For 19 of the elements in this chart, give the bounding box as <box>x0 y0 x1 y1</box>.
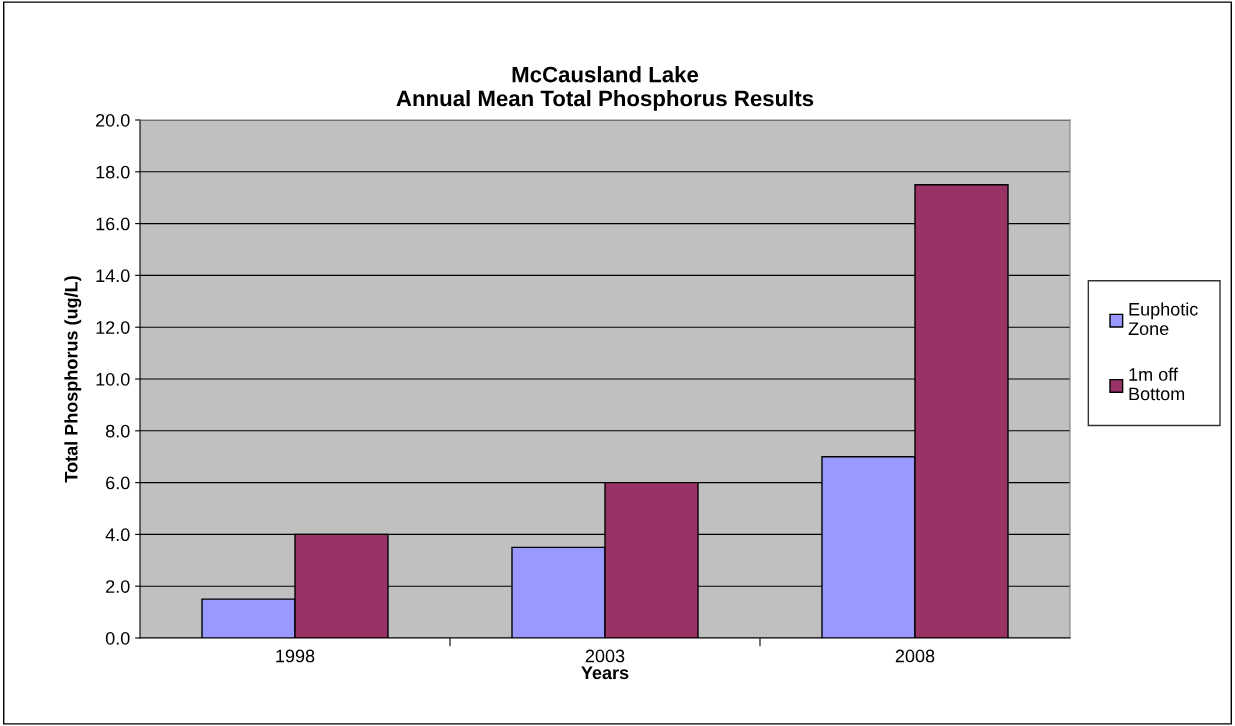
y-tick-label: 8.0 <box>105 424 130 438</box>
chart-title: McCausland Lake Annual Mean Total Phosphorus Results <box>396 66 814 111</box>
x-tick-label: 2003 <box>585 649 625 663</box>
y-tick-label: 14.0 <box>96 269 130 283</box>
y-tick-label: 10.0 <box>96 372 130 386</box>
legend-label: Euphotic Zone <box>1128 302 1198 336</box>
y-tick-label: 0.0 <box>105 631 130 645</box>
x-axis-title: Years <box>581 666 629 680</box>
y-axis-title: Total Phosphorus (ug/L) <box>64 276 82 483</box>
y-tick-label: 4.0 <box>105 528 130 542</box>
y-tick-label: 16.0 <box>96 217 130 231</box>
legend-label: 1m off Bottom <box>1129 367 1185 401</box>
y-tick-label: 2.0 <box>106 580 130 593</box>
y-tick-label: 20.0 <box>96 113 130 127</box>
x-tick-label: 2008 <box>895 649 935 663</box>
x-tick-label: 1998 <box>276 649 315 663</box>
y-tick-label: 18.0 <box>96 165 130 179</box>
y-tick-label: 12.0 <box>96 321 130 334</box>
y-tick-label: 6.0 <box>106 476 130 490</box>
